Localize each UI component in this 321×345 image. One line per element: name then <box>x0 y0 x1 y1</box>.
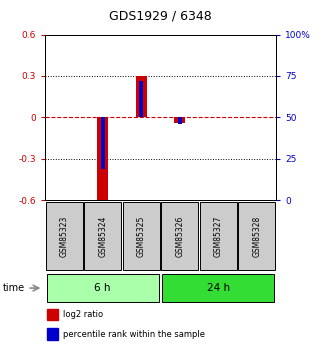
Text: 24 h: 24 h <box>207 283 230 293</box>
Bar <box>47 328 58 340</box>
Bar <box>178 117 182 124</box>
Bar <box>47 274 159 302</box>
Text: log2 ratio: log2 ratio <box>64 310 104 319</box>
Text: 6 h: 6 h <box>94 283 111 293</box>
Bar <box>200 202 237 270</box>
Bar <box>123 202 160 270</box>
Bar <box>161 202 198 270</box>
Text: GSM85327: GSM85327 <box>214 216 223 257</box>
Text: GSM85323: GSM85323 <box>60 216 69 257</box>
Text: GSM85328: GSM85328 <box>252 216 261 257</box>
Bar <box>46 202 83 270</box>
Bar <box>238 202 275 270</box>
Text: GSM85324: GSM85324 <box>98 216 107 257</box>
Text: GSM85325: GSM85325 <box>137 216 146 257</box>
Bar <box>136 76 147 117</box>
Text: time: time <box>3 283 25 293</box>
Bar <box>139 81 143 117</box>
Bar <box>97 117 108 203</box>
Bar <box>84 202 121 270</box>
Bar <box>47 308 58 320</box>
Bar <box>101 117 105 169</box>
Bar <box>174 117 185 123</box>
Text: GSM85326: GSM85326 <box>175 216 184 257</box>
Text: percentile rank within the sample: percentile rank within the sample <box>64 330 205 339</box>
Bar <box>162 274 274 302</box>
Text: GDS1929 / 6348: GDS1929 / 6348 <box>109 9 212 22</box>
